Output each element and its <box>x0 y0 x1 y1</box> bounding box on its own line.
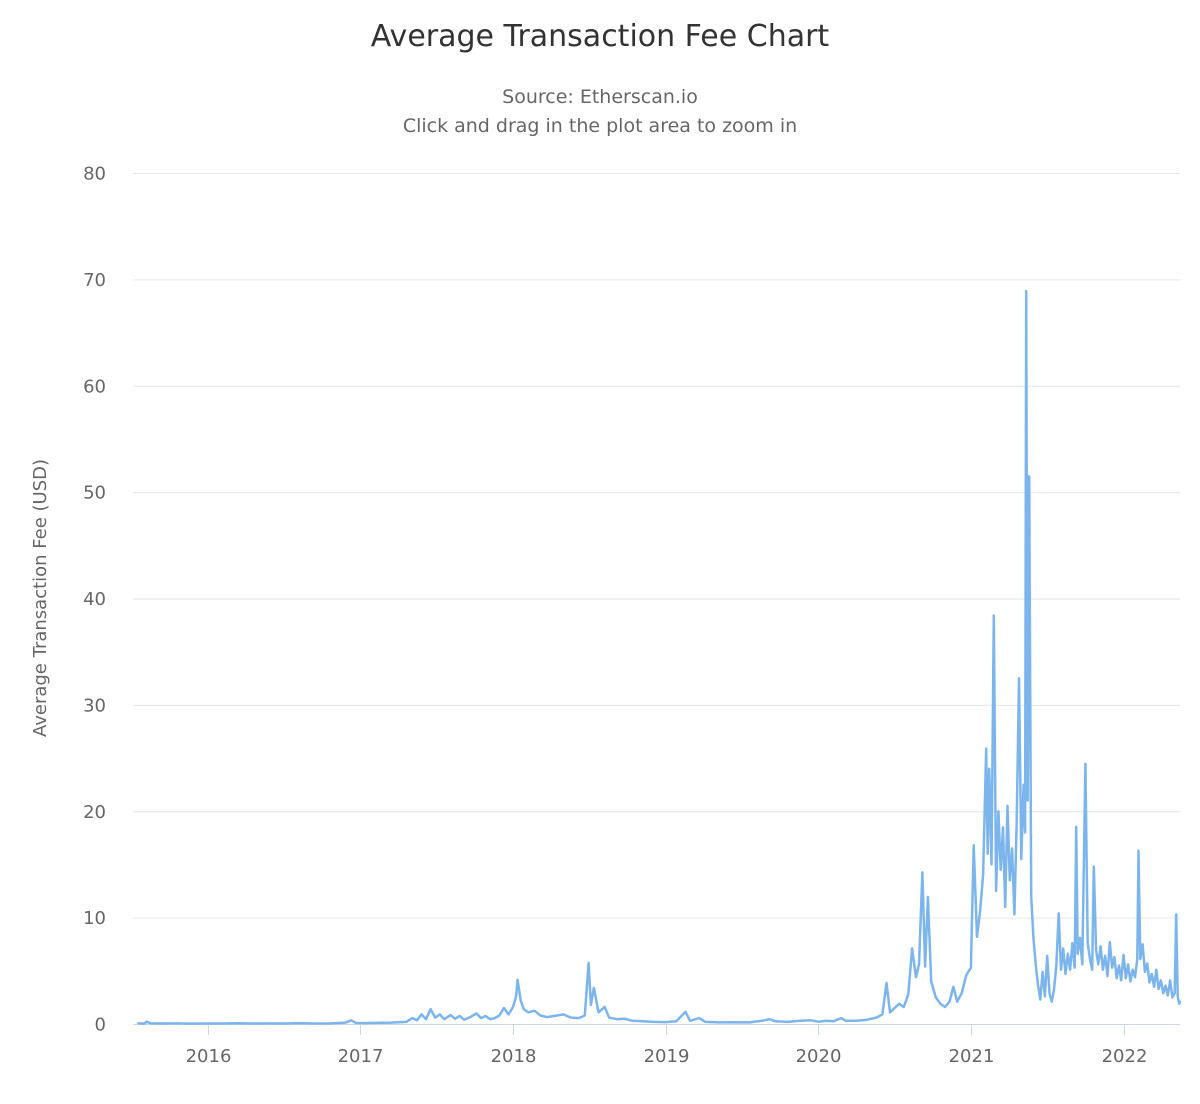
y-axis-tick-label-40: 40 <box>83 589 106 610</box>
chart-subtitle-zoom-hint: Click and drag in the plot area to zoom … <box>403 115 797 137</box>
y-gridlines <box>133 173 1180 1025</box>
chart-title: Average Transaction Fee Chart <box>371 19 830 54</box>
x-axis-tick-label-2020: 2020 <box>796 1046 842 1067</box>
x-axis-tick-label-2016: 2016 <box>186 1046 232 1067</box>
y-axis-tick-label-10: 10 <box>83 908 106 929</box>
y-axis-tick-label-80: 80 <box>83 164 106 185</box>
fee-line-series <box>137 289 1182 1025</box>
x-axis-tick-label-2018: 2018 <box>491 1046 537 1067</box>
y-axis-tick-label-0: 0 <box>95 1015 106 1036</box>
y-axis-title: Average Transaction Fee (USD) <box>30 459 51 737</box>
plot-area-zoom-region[interactable] <box>133 173 1180 1024</box>
x-axis: 2016 2017 2018 2019 2020 2021 2022 <box>133 1024 1180 1067</box>
y-axis-tick-label-20: 20 <box>83 802 106 823</box>
y-axis-tick-label-70: 70 <box>83 270 106 291</box>
chart-subtitle-source: Source: Etherscan.io <box>502 86 698 108</box>
x-axis-tick-label-2019: 2019 <box>644 1046 690 1067</box>
y-axis-labels: 0 10 20 30 40 50 60 70 80 <box>83 164 106 1036</box>
y-axis-tick-label-60: 60 <box>83 376 106 397</box>
x-axis-tick-label-2017: 2017 <box>338 1046 384 1067</box>
y-axis-tick-label-30: 30 <box>83 695 106 716</box>
x-axis-tick-label-2022: 2022 <box>1102 1046 1148 1067</box>
x-axis-tick-label-2021: 2021 <box>949 1046 995 1067</box>
y-axis-tick-label-50: 50 <box>83 483 106 504</box>
